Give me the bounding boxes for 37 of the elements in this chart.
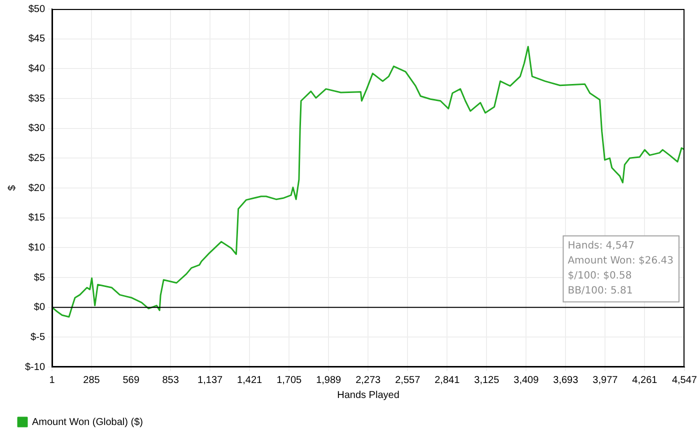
x-tick-label: 4,547: [672, 374, 698, 386]
x-tick-label: 1,421: [237, 374, 263, 386]
x-tick-label: 853: [162, 374, 180, 386]
x-tick-label: 1,137: [198, 374, 224, 386]
x-tick-label: 1,989: [316, 374, 342, 386]
x-tick-label: 4,261: [632, 374, 658, 386]
y-tick-label: $30: [28, 123, 46, 134]
x-tick-label: 1: [49, 374, 56, 386]
y-tick-label: $35: [28, 93, 46, 104]
y-axis-title: $: [6, 184, 18, 191]
x-tick-label: 2,841: [434, 374, 460, 386]
y-tick-label: $40: [28, 63, 46, 74]
y-tick-label: $20: [28, 182, 46, 194]
y-tick-label: $25: [28, 152, 46, 164]
y-tick-label: $15: [28, 212, 46, 224]
x-tick-label: 3,977: [592, 374, 618, 386]
legend-label: Amount Won (Global) ($): [32, 416, 143, 428]
y-tick-label: $5: [34, 272, 46, 284]
x-axis-title: Hands Played: [337, 390, 400, 401]
annotation: Hands: 4,547: [568, 240, 634, 252]
y-tick-label: $0: [34, 302, 46, 314]
y-tick-label: $-5: [30, 332, 46, 343]
x-tick-label: 1,705: [276, 374, 302, 386]
x-tick-label: 2,557: [395, 374, 421, 386]
annotation: BB/100: 5.81: [568, 285, 633, 296]
annotation: Amount Won: $26.43: [568, 255, 674, 266]
annotation: $/100: $0.58: [568, 270, 632, 282]
x-tick-label: 3,693: [553, 374, 579, 386]
x-tick-label: 3,409: [514, 374, 540, 386]
x-tick-label: 3,125: [474, 374, 500, 386]
y-tick-label: $45: [28, 34, 46, 45]
x-tick-label: 569: [122, 374, 140, 386]
y-tick-label: $50: [28, 4, 46, 15]
y-tick-label: $-10: [25, 362, 46, 373]
x-tick-label: 2,273: [356, 374, 382, 386]
x-tick-label: 285: [83, 374, 100, 386]
y-tick-label: $10: [28, 242, 46, 254]
